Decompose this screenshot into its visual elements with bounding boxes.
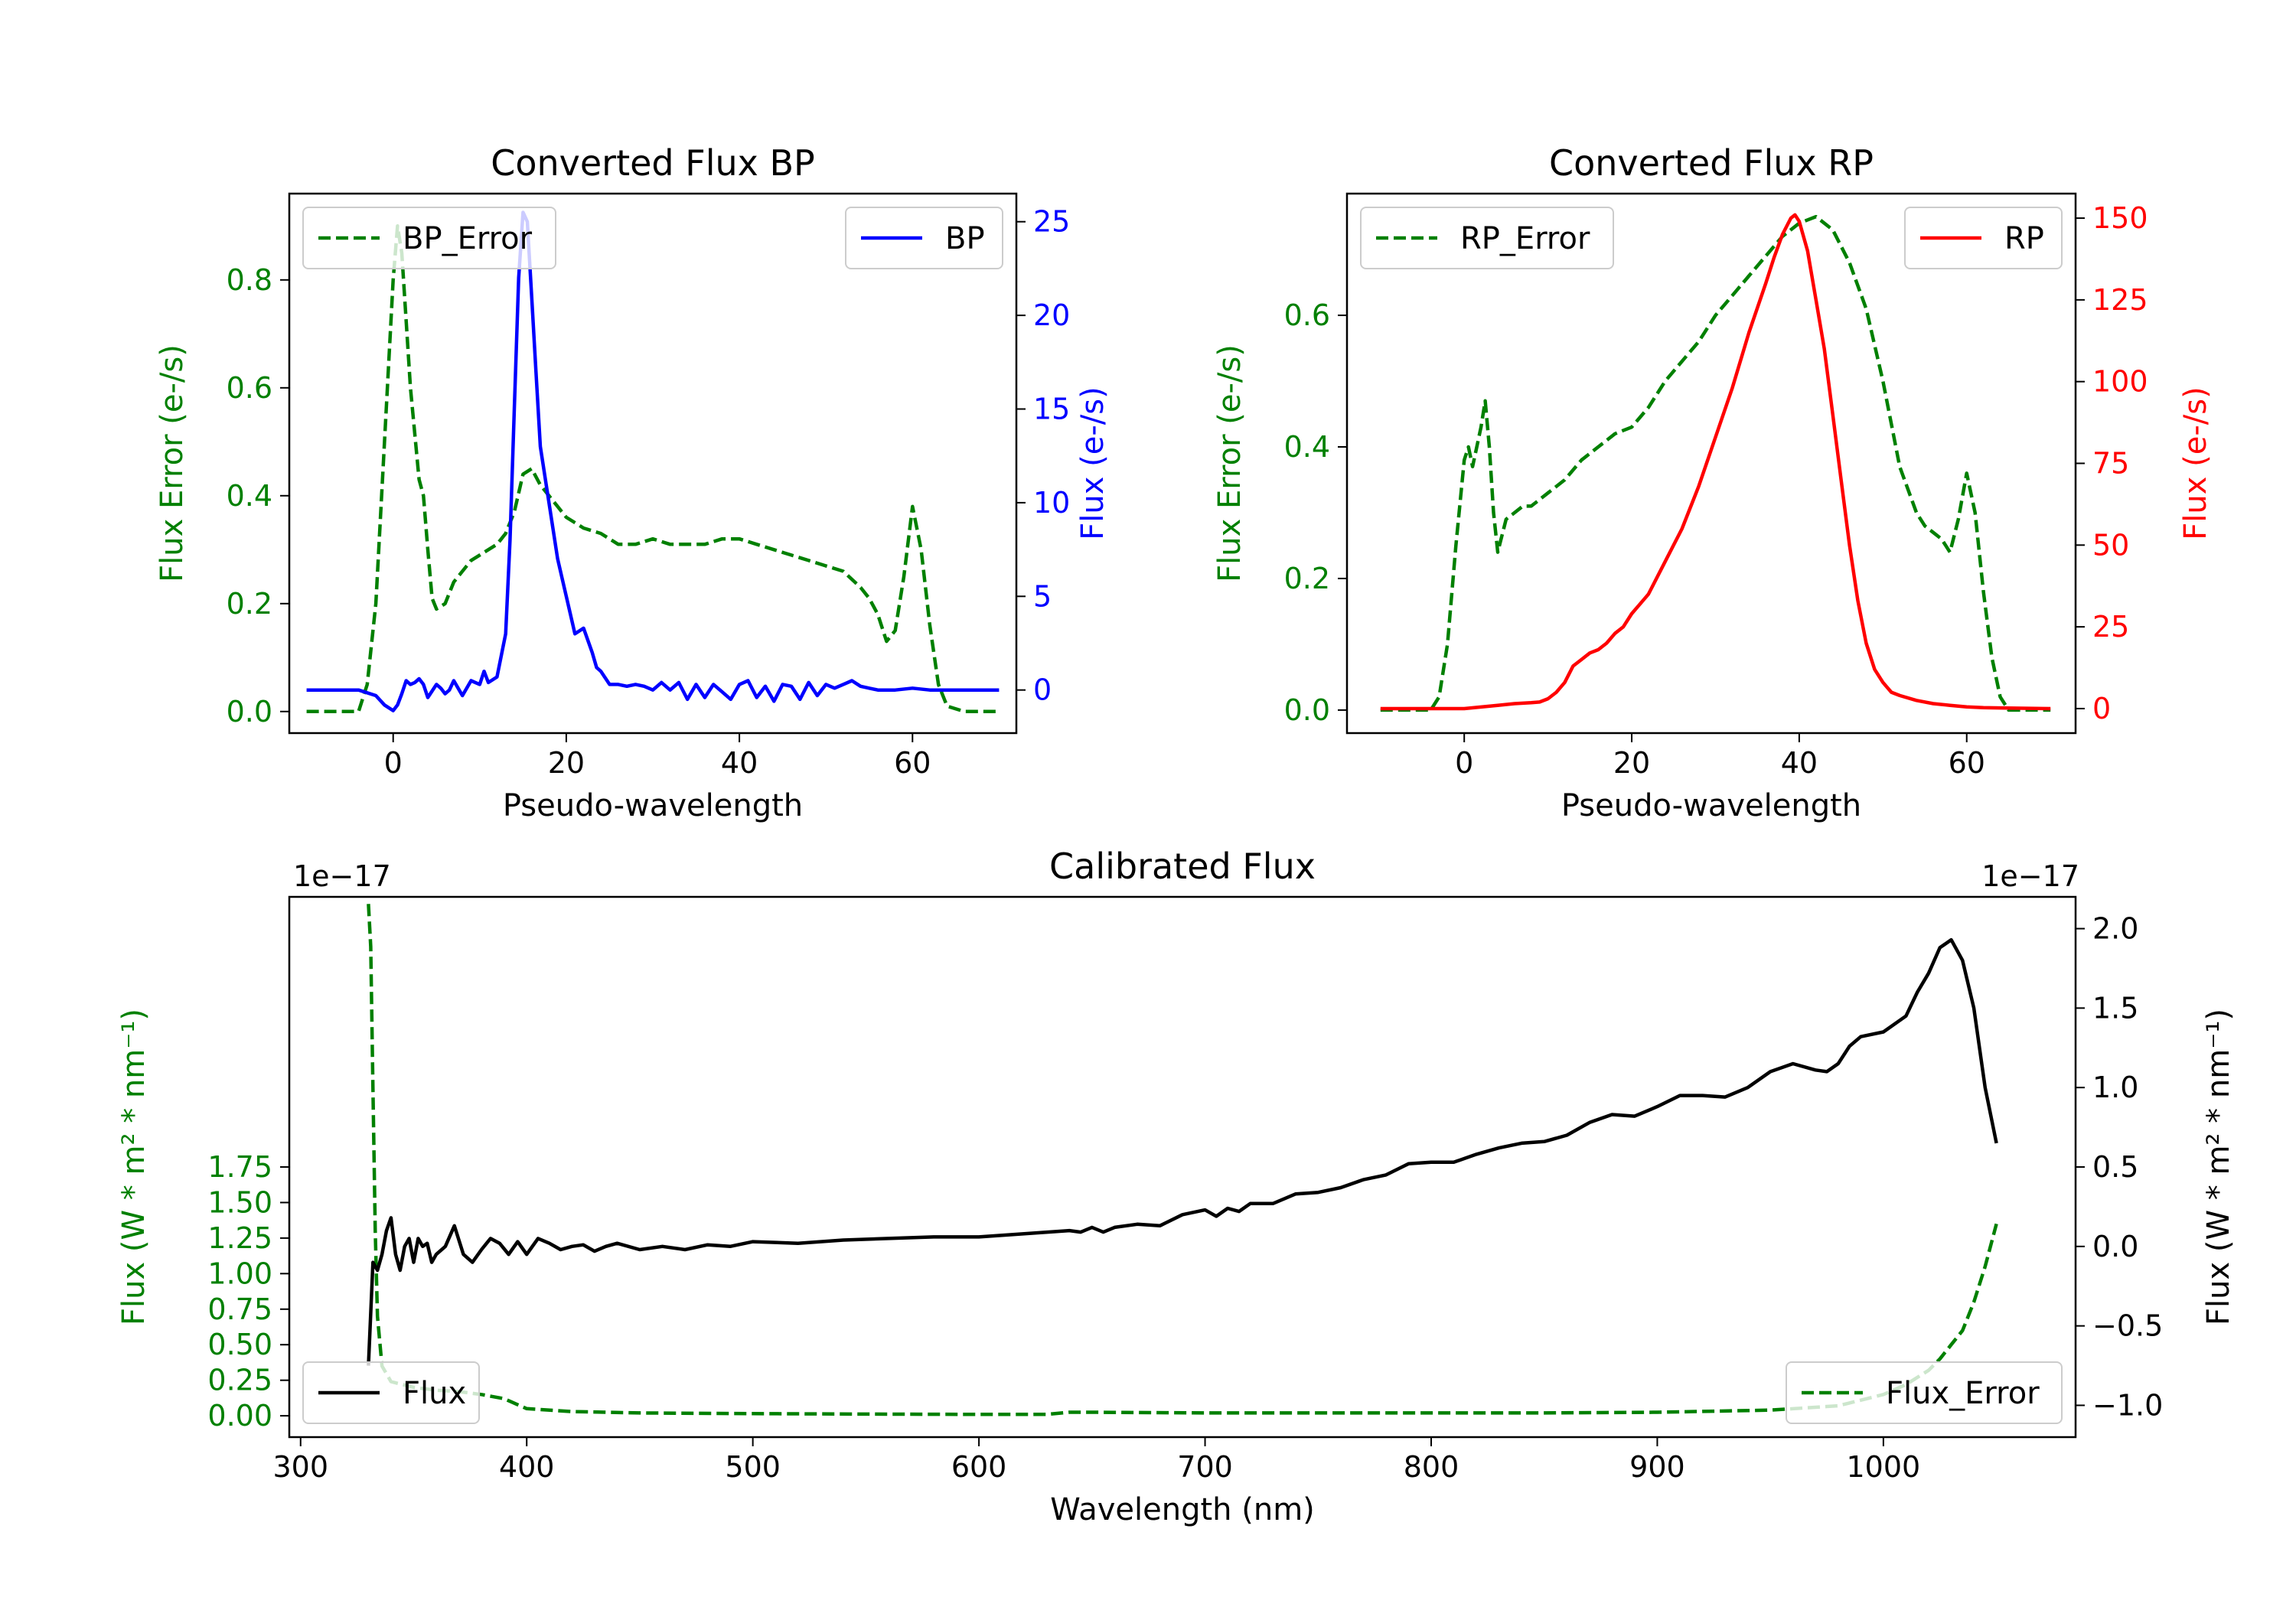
- cal-left-offset-text: 1e−17: [293, 859, 391, 893]
- rp-right-y-tick-label: 150: [2092, 201, 2148, 235]
- bp-left-y-tick-label: 0.4: [227, 479, 272, 513]
- cal-left-y-tick-label: 0.75: [207, 1292, 272, 1326]
- cal-right-y-tick-label: 0.0: [2092, 1230, 2138, 1263]
- bp-right-y-tick-label: 25: [1033, 205, 1070, 239]
- bp-series-group: [306, 210, 1000, 714]
- rp-x-tick-label: 60: [1949, 746, 1985, 780]
- rp-x-tick-label: 20: [1613, 746, 1650, 780]
- rp-right-y-tick-label: 75: [2092, 447, 2129, 481]
- cal-right-y-tick-label: 1.0: [2092, 1071, 2138, 1104]
- rp-right-y-tick-label: 50: [2092, 528, 2129, 562]
- rp-right-y-tick-label: 25: [2092, 610, 2129, 644]
- cal-x-tick-label: 900: [1629, 1450, 1685, 1484]
- cal-right-y-tick-label: −1.0: [2092, 1388, 2163, 1422]
- cal-right-y-axis-label: Flux (W * m² * nm⁻¹): [2201, 1009, 2236, 1325]
- bp-right-y-axis-label: Flux (e-/s): [1075, 386, 1110, 539]
- rp-left-y-tick-label: 0.2: [1284, 562, 1330, 595]
- cal-x-tick-label: 700: [1177, 1450, 1233, 1484]
- cal-x-tick-label: 600: [951, 1450, 1007, 1484]
- bp-x-axis-label: Pseudo-wavelength: [503, 788, 803, 823]
- bp-legend-box: [302, 207, 556, 269]
- bp-left-y-tick-label: 0.6: [227, 371, 272, 405]
- bp-left-y-axis-label: Flux Error (e-/s): [155, 344, 190, 582]
- cal-left-y-tick-label: 0.25: [207, 1364, 272, 1397]
- bp-legend-label: BP_Error: [403, 221, 533, 256]
- cal-x-tick-label: 400: [499, 1450, 555, 1484]
- rp-left-y-tick-label: 0.6: [1284, 298, 1330, 332]
- rp-series-rp-line: [1380, 213, 2051, 711]
- cal-x-tick-label: 500: [725, 1450, 781, 1484]
- cal-left-y-axis-label: Flux (W * m² * nm⁻¹): [116, 1009, 152, 1325]
- cal-left-y-tick-label: 1.00: [207, 1257, 272, 1290]
- bp-right-y-tick-label: 10: [1033, 486, 1070, 520]
- cal-x-tick-label: 300: [273, 1450, 329, 1484]
- bp-legend-label: BP: [945, 221, 985, 256]
- rp-series-group: [1380, 213, 2051, 712]
- cal-left-y-tick-label: 1.25: [207, 1221, 272, 1255]
- bp-right-y-tick-label: 5: [1033, 579, 1052, 613]
- rp-legend-rp: RP: [1904, 207, 2063, 269]
- bp-legend-bp-error: BP_Error: [302, 207, 556, 269]
- cal-left-y-tick-label: 1.50: [207, 1185, 272, 1219]
- cal-series-flux-line: [367, 937, 1998, 1366]
- cal-legend-flux-error: Flux_Error: [1786, 1361, 2063, 1424]
- bp-right-y-tick-label: 15: [1033, 393, 1070, 426]
- bp-left-y-tick-label: 0.0: [227, 695, 272, 729]
- rp-left-y-tick-label: 0.4: [1284, 430, 1330, 464]
- bp-left-y-tick-label: 0.8: [227, 263, 272, 297]
- rp-left-y-axis-label: Flux Error (e-/s): [1212, 344, 1247, 582]
- rp-left-y-tick-label: 0.0: [1284, 693, 1330, 727]
- panel-bp-chart: 0 20 40 60 0.0 0.2 0.4 0.6 0.8 0 5 10 15 20 25 Converte…: [155, 142, 1110, 823]
- rp-right-y-tick-label: 100: [2092, 365, 2148, 399]
- bp-x-tick-label: 40: [721, 746, 758, 780]
- bp-x-tick-label: 60: [894, 746, 931, 780]
- cal-left-y-tick-label: 0.00: [207, 1399, 272, 1433]
- cal-title: Calibrated Flux: [1049, 846, 1316, 887]
- cal-legend-label: Flux: [403, 1376, 466, 1411]
- bp-series-bp-line: [306, 210, 1000, 712]
- bp-series-bp-error-line: [306, 224, 1000, 714]
- bp-right-y-tick-label: 20: [1033, 298, 1070, 332]
- cal-x-tick-label: 800: [1404, 1450, 1459, 1484]
- cal-right-y-tick-label: 2.0: [2092, 912, 2138, 946]
- rp-right-y-axis-label: Flux (e-/s): [2178, 386, 2213, 539]
- rp-legend-label: RP_Error: [1460, 221, 1590, 256]
- bp-x-tick-label: 20: [548, 746, 585, 780]
- cal-x-tick-label: 1000: [1847, 1450, 1921, 1484]
- cal-legend-flux: Flux: [302, 1361, 480, 1424]
- cal-legend-box: [1786, 1361, 2063, 1424]
- rp-legend-box: [1904, 207, 2063, 269]
- bp-legend-bp: BP: [845, 207, 1003, 269]
- rp-legend-rp-error: RP_Error: [1360, 207, 1614, 269]
- rp-right-y-tick-label: 0: [2092, 692, 2111, 725]
- rp-series-rp-error-line: [1380, 214, 2051, 712]
- cal-x-axis-label: Wavelength (nm): [1050, 1492, 1315, 1527]
- cal-legend-label: Flux_Error: [1886, 1376, 2040, 1411]
- bp-x-tick-label: 0: [384, 746, 403, 780]
- bp-left-y-tick-label: 0.2: [227, 587, 272, 621]
- panel-rp-chart: 0 20 40 60 0.0 0.2 0.4 0.6 0 25 50 75 100 125 150 Conve…: [1212, 142, 2213, 823]
- cal-right-y-tick-label: 0.5: [2092, 1150, 2138, 1184]
- rp-x-tick-label: 0: [1455, 746, 1473, 780]
- rp-x-axis-label: Pseudo-wavelength: [1561, 788, 1861, 823]
- cal-right-offset-text: 1e−17: [1981, 859, 2079, 893]
- cal-left-y-tick-label: 0.50: [207, 1328, 272, 1361]
- bp-legend-box: [845, 207, 1003, 269]
- bp-right-y-tick-label: 0: [1033, 673, 1052, 707]
- cal-left-y-tick-label: 1.75: [207, 1150, 272, 1184]
- bp-axes-frame: [288, 192, 1018, 735]
- cal-right-y-tick-label: −0.5: [2092, 1309, 2163, 1343]
- rp-legend-label: RP: [2004, 221, 2044, 256]
- rp-title: Converted Flux RP: [1549, 142, 1874, 184]
- rp-right-y-tick-label: 125: [2092, 283, 2148, 317]
- rp-legend-box: [1360, 207, 1614, 269]
- rp-x-tick-label: 40: [1781, 746, 1818, 780]
- cal-right-y-tick-label: 1.5: [2092, 991, 2138, 1025]
- panel-calibrated-chart: 300 400 500 600 700 800 900 1000 0.000.250.500.7…: [116, 846, 2236, 1527]
- cal-legend-box: [302, 1361, 480, 1424]
- bp-title: Converted Flux BP: [491, 142, 815, 184]
